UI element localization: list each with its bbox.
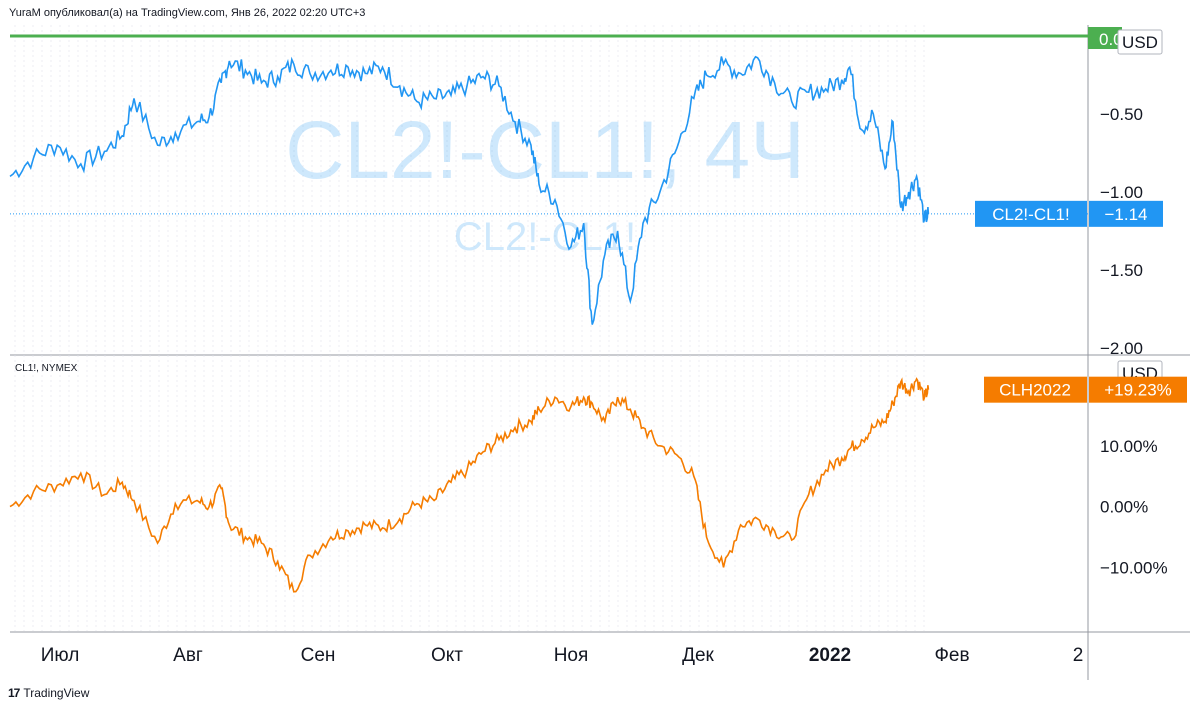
footer-brand[interactable]: TradingView	[23, 686, 90, 700]
clh-name-label: CLH2022	[999, 381, 1071, 400]
published-by-text: YuraM опубликовал(а) на TradingView.com,…	[9, 7, 366, 19]
currency-badge-top[interactable]	[1117, 29, 1163, 55]
time-tick-label: 2022	[809, 645, 851, 666]
bottom-pane-legend[interactable]: CL1!, NYMEX	[15, 363, 78, 374]
clh2022-series-line[interactable]	[9, 377, 930, 593]
zero-level-label-bg	[1088, 27, 1122, 49]
time-tick-label: Ноя	[554, 645, 589, 666]
clh-name-label-bg	[984, 376, 1087, 403]
bottom-price-tick-label: 0.00%	[1100, 498, 1148, 517]
time-tick-label: Окт	[431, 645, 463, 666]
top-price-tick-label: −1.50	[1100, 261, 1143, 280]
time-tick-label: 2	[1073, 645, 1084, 666]
spread-value-label: −1.14	[1104, 205, 1147, 224]
time-tick-label: Июл	[41, 645, 80, 666]
bottom-price-tick-label: 10.00%	[1100, 437, 1158, 456]
time-tick-label: Сен	[301, 645, 336, 666]
spread-name-label-bg	[975, 200, 1087, 227]
footer: 17 TradingView	[8, 686, 89, 700]
time-tick-label: Дек	[682, 645, 714, 666]
clh-value-label: +19.23%	[1104, 381, 1172, 400]
top-price-tick-label: −0.50	[1100, 105, 1143, 124]
spread-value-label-bg	[1089, 200, 1163, 227]
top-price-tick-label: −1.00	[1100, 183, 1143, 202]
spread-name-label: CL2!-CL1!	[992, 205, 1069, 224]
top-price-axis[interactable]: −0.50 −1.00 −1.50 −2.00	[1100, 105, 1143, 358]
time-axis[interactable]: Июл Авг Сен Окт Ноя Дек 2022 Фев 2	[41, 645, 1084, 666]
publication-header: YuraM опубликовал(а) на TradingView.com,…	[9, 7, 365, 19]
spread-last-label: CL2!-CL1! −1.14	[975, 200, 1163, 227]
time-tick-label: Авг	[173, 645, 203, 666]
bottom-price-tick-label: −10.00%	[1100, 558, 1168, 577]
symbol-watermark-sub: CL2!-CL1!	[454, 215, 636, 259]
bottom-price-axis[interactable]: 10.00% 0.00% −10.00%	[1100, 437, 1168, 578]
currency-label-top: USD	[1122, 33, 1158, 52]
top-price-tick-label: −2.00	[1100, 339, 1143, 358]
clh-value-label-bg	[1089, 376, 1187, 403]
symbol-watermark: CL2!-CL1!, 4Ч	[285, 105, 805, 196]
clh-last-label: CLH2022 +19.23%	[984, 376, 1187, 403]
time-tick-label: Фев	[934, 645, 969, 666]
tradingview-logo-icon[interactable]: 17	[8, 686, 20, 700]
spread-series-line[interactable]	[9, 55, 930, 325]
grid	[14, 25, 925, 631]
